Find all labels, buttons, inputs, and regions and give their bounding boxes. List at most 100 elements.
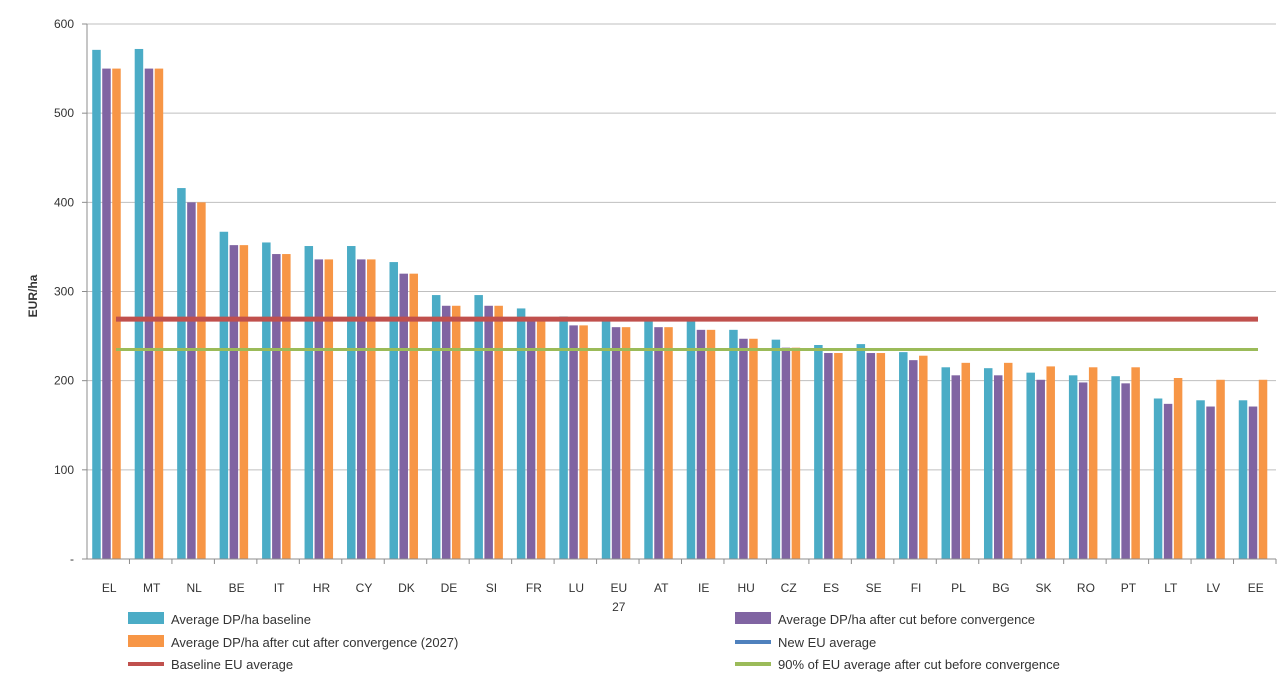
bar-0-pt [1111,376,1120,559]
bar-1-el [102,68,111,559]
bar-1-se [866,353,876,559]
y-tick-label: - [70,552,74,566]
x-tick-label: HU [738,581,755,595]
y-tick-label: 300 [54,285,74,299]
bar-0-it [262,242,271,560]
bar-0-fi [899,352,908,559]
bar-2-bg [1003,362,1013,559]
legend-item: Baseline EU average [128,657,293,672]
reference-lines [116,316,1258,351]
x-tick-label: MT [143,581,161,595]
y-tick-label: 100 [54,463,74,477]
bar-1-fi [909,360,918,559]
bar-0-nl [177,188,186,560]
legend-swatch [128,612,164,624]
bar-1-bg [993,375,1003,559]
bar-1-lt [1163,403,1173,559]
bar-2-se [876,353,886,559]
bar-1-ro [1078,382,1088,559]
x-tick-label: SK [1035,581,1051,595]
x-tick-label: EU 27 [610,581,627,614]
bar-0-fr [516,308,526,559]
bar-0-se [856,344,866,559]
bar-0-lv [1196,400,1205,559]
bar-1-pt [1121,383,1130,559]
y-tick-labels: - 100 200 300 400 500 600 [54,17,74,566]
x-tick-label: CY [356,581,373,595]
x-tick-label: HR [313,581,331,595]
bar-1-sk [1036,379,1045,559]
x-tick-label: IE [698,581,709,595]
bar-0-lt [1153,398,1163,559]
bar-2-pl [961,362,971,559]
legend: Average DP/ha baseline Average DP/ha afte… [128,612,1060,672]
x-tick-label: EL [102,581,117,595]
bar-0-at [644,318,653,559]
bar-1-be [229,245,239,559]
x-tick-label: BE [229,581,245,595]
x-tick-label: BG [992,581,1009,595]
legend-item: New EU average [735,635,876,650]
bar-0-sk [1026,372,1035,559]
legend-swatch [735,662,771,666]
x-tick-label: FI [911,581,922,595]
bar-1-cy [357,259,366,559]
bar-1-lv [1206,406,1215,559]
bar-2-es [834,353,843,559]
x-tick-label: SI [486,581,497,595]
bar-2-sk [1046,366,1055,559]
x-tick-label: NL [186,581,202,595]
bar-0-eu-27 [601,318,611,559]
x-tick-label: LV [1206,581,1220,595]
bar-2-si [494,305,503,559]
axes [86,24,1277,564]
x-tick-label: SE [866,581,882,595]
bar-1-de [441,305,451,559]
bar-0-cy [347,246,356,559]
legend-label: New EU average [778,635,876,650]
bar-2-at [664,327,673,559]
bar-2-cz [791,347,801,559]
bar-0-el [92,49,101,559]
bar-2-de [451,305,461,559]
legend-label: Average DP/ha baseline [171,612,311,627]
bar-2-it [282,254,291,560]
legend-item: Average DP/ha after cut after convergenc… [128,635,458,650]
y-tick-label: 500 [54,106,74,120]
x-tick-label: LU [569,581,584,595]
bar-2-fr [536,318,546,559]
bar-1-it [272,254,281,560]
x-tick-label: FR [526,581,542,595]
bar-series [92,48,1268,560]
bar-2-pt [1131,367,1140,559]
bar-0-ee [1238,400,1248,559]
bar-1-es [824,353,833,559]
legend-swatch [735,612,771,624]
bar-0-hu [729,329,738,559]
bar-0-si [474,295,483,559]
legend-swatch [128,662,164,666]
y-axis-title: EUR/ha [26,274,40,317]
bar-2-lu [579,325,588,559]
y-tick-label: 200 [54,374,74,388]
bar-1-eu-27 [611,327,621,559]
bar-0-be [219,231,229,559]
legend-swatch [735,640,771,644]
bar-0-dk [389,262,398,559]
y-tick-label: 400 [54,195,74,209]
bar-2-be [239,245,249,559]
bar-2-ro [1088,367,1098,559]
bar-0-ro [1068,375,1078,559]
legend-label: Baseline EU average [171,657,293,672]
bar-0-cz [771,339,781,559]
bar-1-hr [314,259,324,559]
bar-1-at [654,327,663,559]
bar-0-de [431,295,441,559]
legend-label: Average DP/ha after cut after convergenc… [171,635,458,650]
bar-2-hu [749,338,758,559]
bar-1-ee [1248,406,1258,559]
bar-0-pl [941,367,951,559]
bar-1-fr [526,318,536,559]
bar-2-eu-27 [621,327,631,559]
